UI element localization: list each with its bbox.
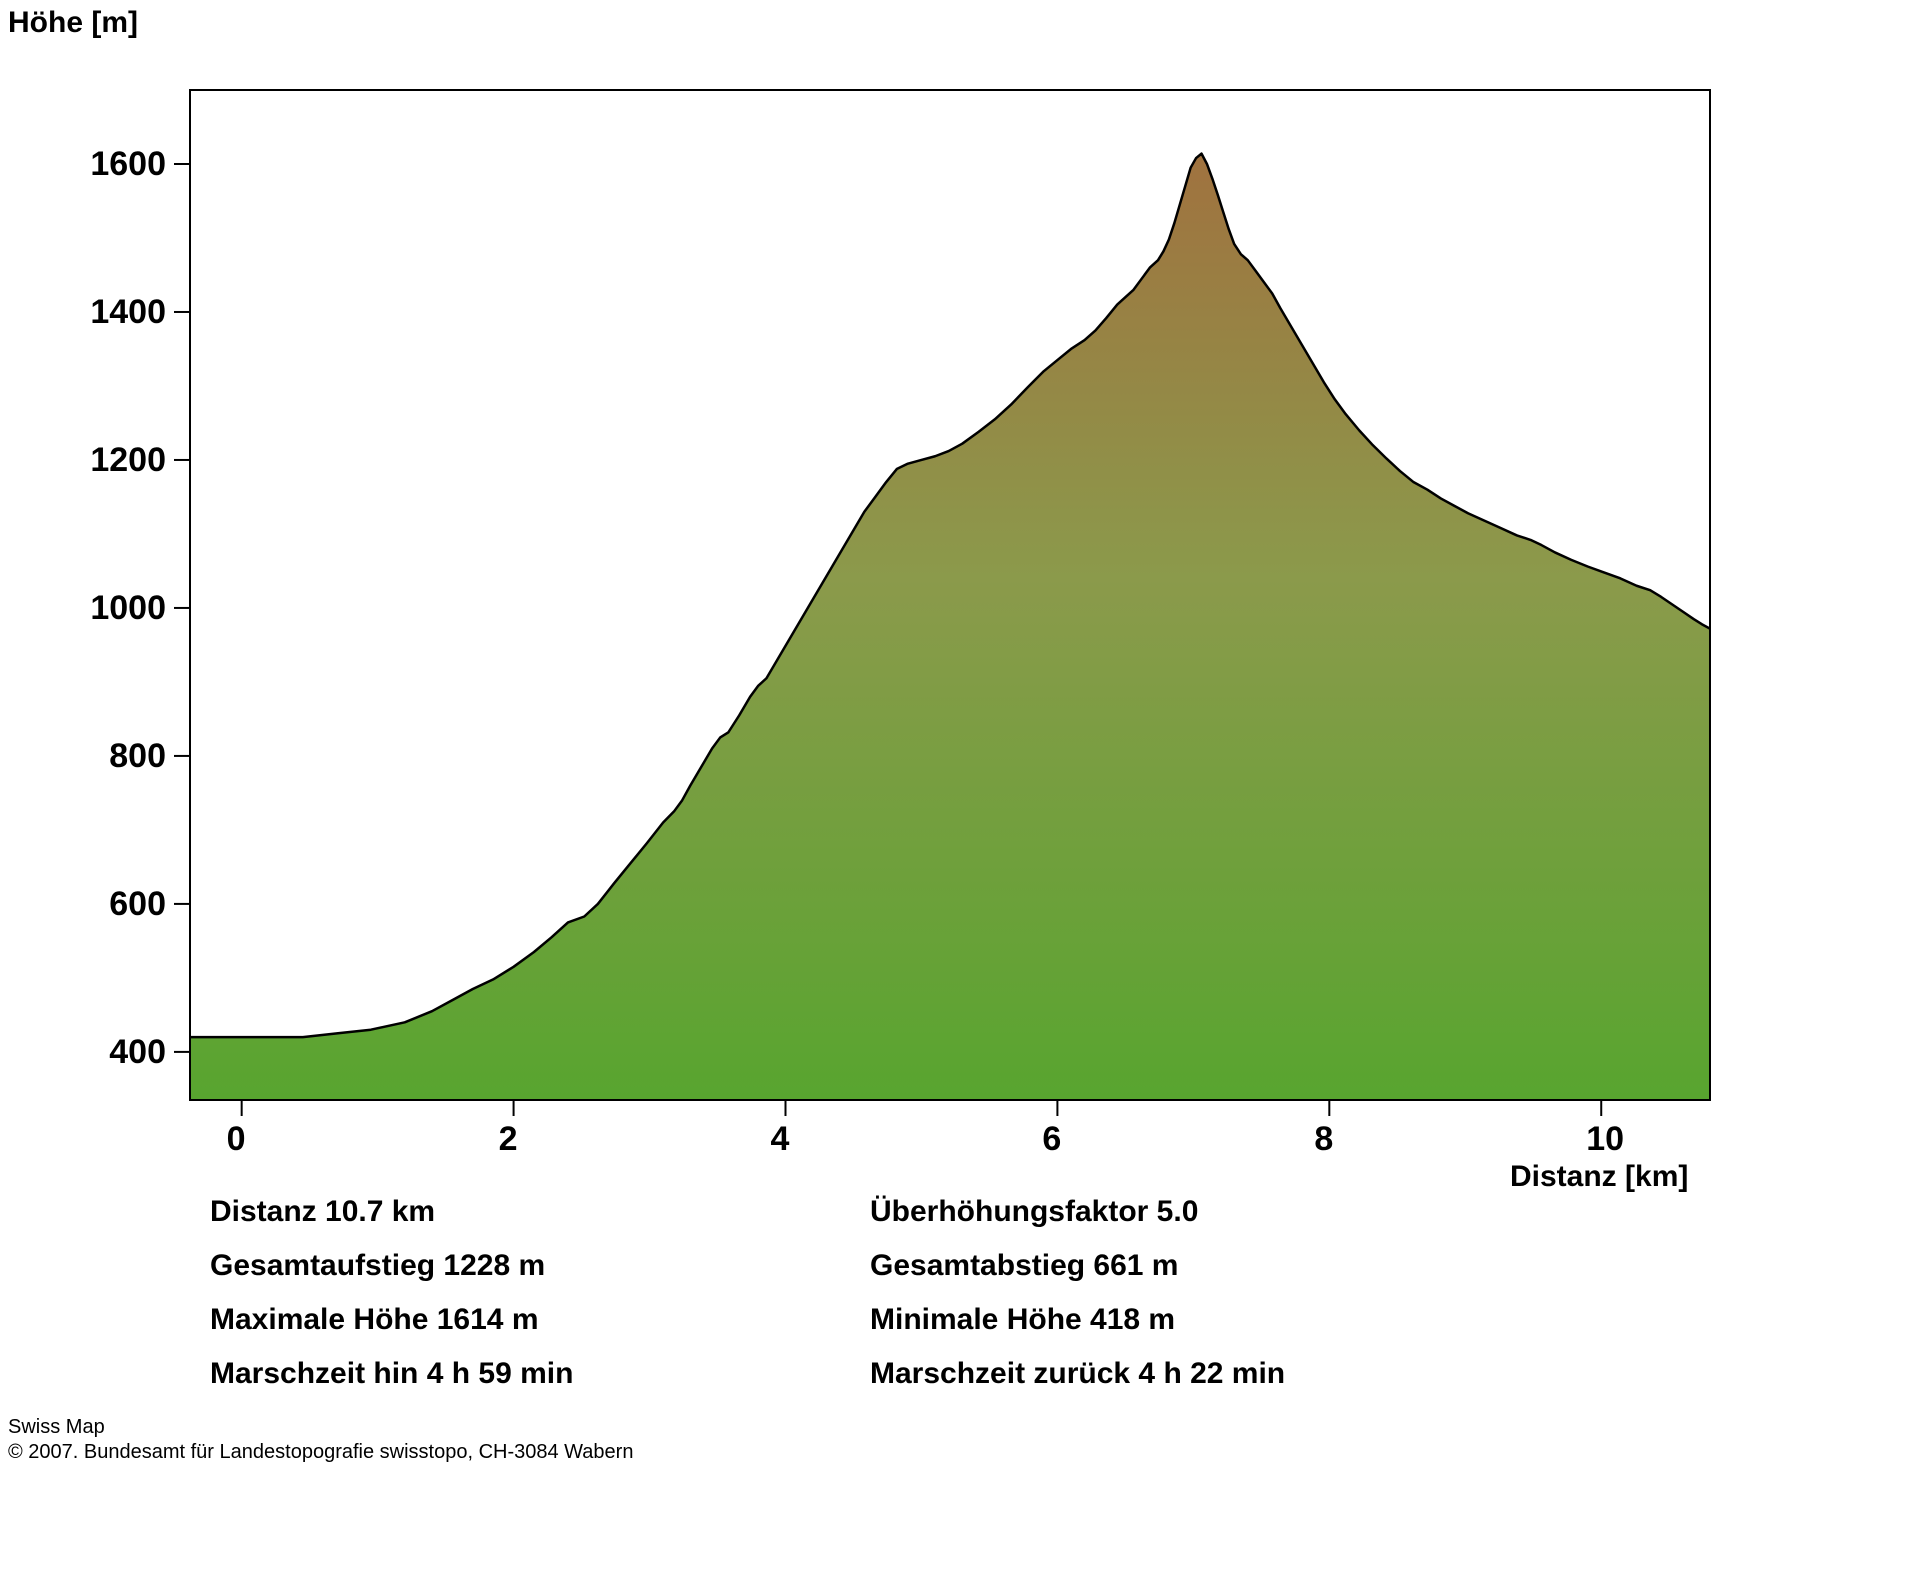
y-tick-label: 800 <box>109 737 166 776</box>
y-tick-label: 1200 <box>90 441 166 480</box>
stat-row: Distanz 10.7 km <box>210 1195 573 1229</box>
y-axis-title: Höhe [m] <box>8 6 138 40</box>
y-tick-label: 1600 <box>90 145 166 184</box>
stat-row: Marschzeit zurück 4 h 22 min <box>870 1357 1285 1391</box>
x-tick-label: 0 <box>227 1120 246 1159</box>
y-tick-label: 600 <box>109 885 166 924</box>
x-tick-label: 2 <box>499 1120 518 1159</box>
credit-line: © 2007. Bundesamt für Landestopografie s… <box>8 1440 633 1465</box>
x-tick-label: 8 <box>1314 1120 1333 1159</box>
x-tick-label: 4 <box>770 1120 789 1159</box>
y-tick-label: 1000 <box>90 589 166 628</box>
stat-row: Gesamtabstieg 661 m <box>870 1249 1285 1283</box>
credit-line: Swiss Map <box>8 1415 633 1440</box>
y-tick-label: 1400 <box>90 293 166 332</box>
stat-row: Minimale Höhe 418 m <box>870 1303 1285 1337</box>
stat-row: Überhöhungsfaktor 5.0 <box>870 1195 1285 1229</box>
y-tick-label: 400 <box>109 1033 166 1072</box>
x-axis-title: Distanz [km] <box>1510 1160 1688 1194</box>
x-tick-label: 10 <box>1586 1120 1624 1159</box>
x-tick-label: 6 <box>1042 1120 1061 1159</box>
stat-row: Gesamtaufstieg 1228 m <box>210 1249 573 1283</box>
stat-row: Maximale Höhe 1614 m <box>210 1303 573 1337</box>
stats-left-column: Distanz 10.7 km Gesamtaufstieg 1228 m Maxi… <box>210 1195 573 1411</box>
copyright-credits: Swiss Map© 2007. Bundesamt für Landestop… <box>8 1415 633 1465</box>
stats-right-column: Überhöhungsfaktor 5.0 Gesamtabstieg 661 m… <box>870 1195 1285 1411</box>
stat-row: Marschzeit hin 4 h 59 min <box>210 1357 573 1391</box>
